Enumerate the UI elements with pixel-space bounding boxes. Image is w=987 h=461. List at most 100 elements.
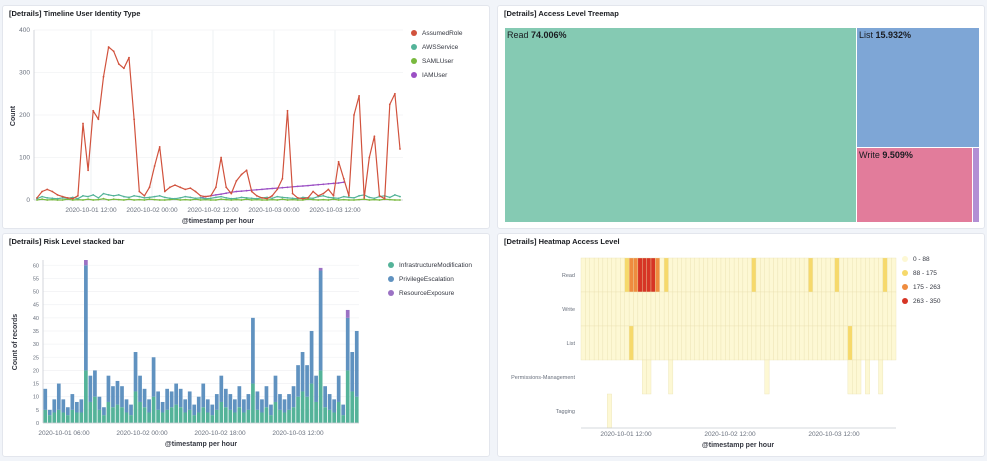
bar-segment [93, 370, 97, 397]
heatmap-cell [860, 257, 866, 293]
bar-segment [111, 386, 115, 408]
data-point [148, 196, 151, 199]
heatmap-cell [873, 257, 879, 293]
bar-segment [260, 399, 264, 413]
y-tick-label: 25 [33, 355, 39, 361]
bar-segment [219, 401, 224, 423]
heatmap-chart[interactable]: Read Write List Permissions-Management Taggi… [498, 234, 985, 457]
data-point [286, 199, 289, 201]
heatmap-cell [821, 291, 827, 327]
y-tick-label: 10 [33, 395, 39, 401]
data-point [158, 194, 161, 197]
y-tick-label: 60 [33, 263, 39, 269]
data-point [342, 195, 345, 198]
heatmap-cell [624, 325, 630, 361]
data-point [184, 188, 187, 191]
legend-item[interactable]: 263 - 350 [902, 294, 940, 308]
bar-segment [228, 409, 233, 423]
bar-segment [142, 407, 147, 423]
bar-segment [305, 365, 309, 397]
bar-segment [56, 383, 61, 410]
legend-item[interactable]: SAMLUser [411, 54, 462, 68]
bar-segment [115, 380, 120, 405]
legend-swatch [902, 256, 908, 262]
legend-item[interactable]: PrivilegeEscalation [388, 272, 472, 286]
heatmap-row-label: Tagging [556, 409, 575, 415]
bar-segment [269, 415, 273, 423]
data-point [138, 198, 141, 201]
heatmap-cell [698, 291, 704, 327]
data-point [194, 197, 197, 200]
data-point [209, 194, 212, 197]
heatmap-cell [751, 257, 757, 293]
heatmap-cell [694, 291, 700, 327]
heatmap-cell [847, 257, 853, 293]
treemap-category: List [859, 30, 876, 40]
heatmap-cell [768, 291, 774, 327]
data-point [61, 197, 64, 199]
data-point [353, 114, 355, 116]
legend-label: 263 - 350 [913, 297, 941, 305]
treemap-cell-read[interactable]: Read 74.006% [505, 28, 856, 222]
legend-item[interactable]: InfrastructureModification [388, 258, 472, 272]
treemap-cell-write[interactable]: Write 9.509% [857, 148, 972, 222]
data-point [383, 197, 386, 200]
data-point [230, 192, 233, 195]
legend-item[interactable]: ResourceExposure [388, 286, 472, 300]
legend-item[interactable]: 88 - 175 [902, 266, 940, 280]
data-point [225, 186, 228, 189]
heatmap-cell [834, 257, 840, 293]
data-point [230, 197, 233, 200]
bar-segment [84, 260, 88, 266]
heatmap-cell [773, 325, 779, 361]
heatmap-cell [825, 257, 831, 293]
legend-swatch [411, 30, 417, 36]
data-point [225, 198, 228, 201]
heatmap-cell [817, 291, 822, 327]
data-point [281, 186, 284, 189]
treemap-cell-other[interactable] [973, 148, 979, 222]
bar-segment [354, 396, 359, 423]
heatmap-cell [725, 325, 730, 361]
bar-segment [156, 409, 160, 423]
heatmap-cell [615, 291, 621, 327]
legend-item[interactable]: AWSService [411, 40, 462, 54]
legend-item[interactable]: 0 - 88 [902, 252, 940, 266]
legend-item[interactable]: 175 - 263 [902, 280, 940, 294]
data-point [163, 199, 166, 201]
data-point [388, 196, 391, 199]
treemap-chart[interactable]: Read 74.006% List 15.932% Write 9.509% [505, 28, 979, 222]
heatmap-cell [755, 257, 761, 293]
heatmap-cell [672, 325, 678, 361]
timeline-chart[interactable]: 0 100 200 300 400 2020-10-01 12:00 2020-10-02 … [3, 6, 490, 229]
heatmap-cell [777, 291, 783, 327]
heatmap-cell [821, 257, 827, 293]
heatmap-cell [891, 291, 897, 327]
data-point [71, 199, 74, 201]
bar-segment [174, 404, 179, 423]
legend-item[interactable]: IAMUser [411, 68, 462, 82]
x-tick-label: 2020-10-02 00:00 [116, 430, 168, 437]
data-point [399, 195, 401, 198]
data-point [317, 194, 320, 197]
y-tick-label: 30 [33, 342, 39, 348]
heatmap-cell [882, 325, 888, 361]
data-point [87, 169, 89, 172]
data-point [117, 198, 120, 201]
heatmap-cell [580, 291, 586, 327]
risk-chart[interactable]: 0 5 10 15 20 25 30 35 40 45 50 55 60 2020-10-01 06:00… [3, 234, 490, 457]
heatmap-cell [668, 291, 674, 327]
heatmap-cell [712, 325, 717, 361]
treemap-cell-list[interactable]: List 15.932% [857, 28, 979, 147]
data-point [209, 199, 212, 201]
heatmap-cell [755, 325, 761, 361]
data-point [322, 183, 325, 186]
bar-segment [138, 401, 142, 423]
heatmap-cell [843, 291, 849, 327]
bar-segment [79, 412, 84, 423]
heatmap-cell [777, 325, 783, 361]
bar-segment [233, 399, 237, 413]
legend-label: IAMUser [422, 71, 448, 79]
data-point [348, 199, 350, 201]
legend-item[interactable]: AssumedRole [411, 26, 462, 40]
